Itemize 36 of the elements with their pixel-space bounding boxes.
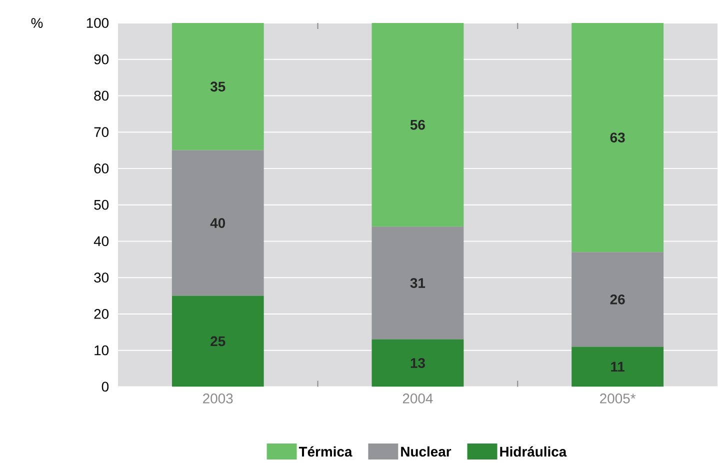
bar [572, 252, 664, 347]
data-label: 11 [611, 362, 625, 372]
data-label: 56 [410, 120, 425, 130]
bar [572, 346, 664, 387]
y-tick-label: 50 [94, 200, 109, 210]
legend-label: Hidráulica [500, 446, 567, 457]
y-tick-label: 80 [94, 90, 109, 101]
bar [372, 340, 464, 387]
data-label: 63 [610, 132, 625, 143]
bar [172, 23, 264, 150]
x-tick-label: 2005* [600, 394, 636, 404]
bar [372, 23, 464, 227]
data-label: 26 [610, 294, 625, 305]
y-tick-label: 20 [94, 309, 109, 320]
y-tick-label: 10 [94, 346, 109, 356]
legend-label: Nuclear [401, 446, 452, 457]
data-label: 35 [210, 82, 226, 92]
y-tick-label: 30 [94, 272, 109, 283]
bar [572, 23, 664, 252]
y-tick-label: 70 [94, 127, 109, 138]
y-tick-label: 100 [86, 18, 109, 28]
y-tick-label: 90 [94, 54, 109, 64]
bar [172, 150, 264, 296]
bar [172, 296, 264, 387]
x-tick-label: 2004 [402, 394, 433, 404]
data-label: 31 [410, 278, 426, 288]
y-tick-label: 40 [94, 236, 109, 246]
data-label: 25 [210, 336, 226, 346]
legend-label: Térmica [298, 446, 352, 457]
data-label: 40 [210, 218, 226, 228]
bar [372, 226, 464, 340]
data-label: 13 [410, 358, 425, 368]
x-tick-label: 2003 [203, 394, 233, 404]
y-axis-title: % [31, 18, 43, 28]
y-tick-label: 0 [102, 382, 109, 392]
y-tick-label: 60 [94, 164, 109, 174]
